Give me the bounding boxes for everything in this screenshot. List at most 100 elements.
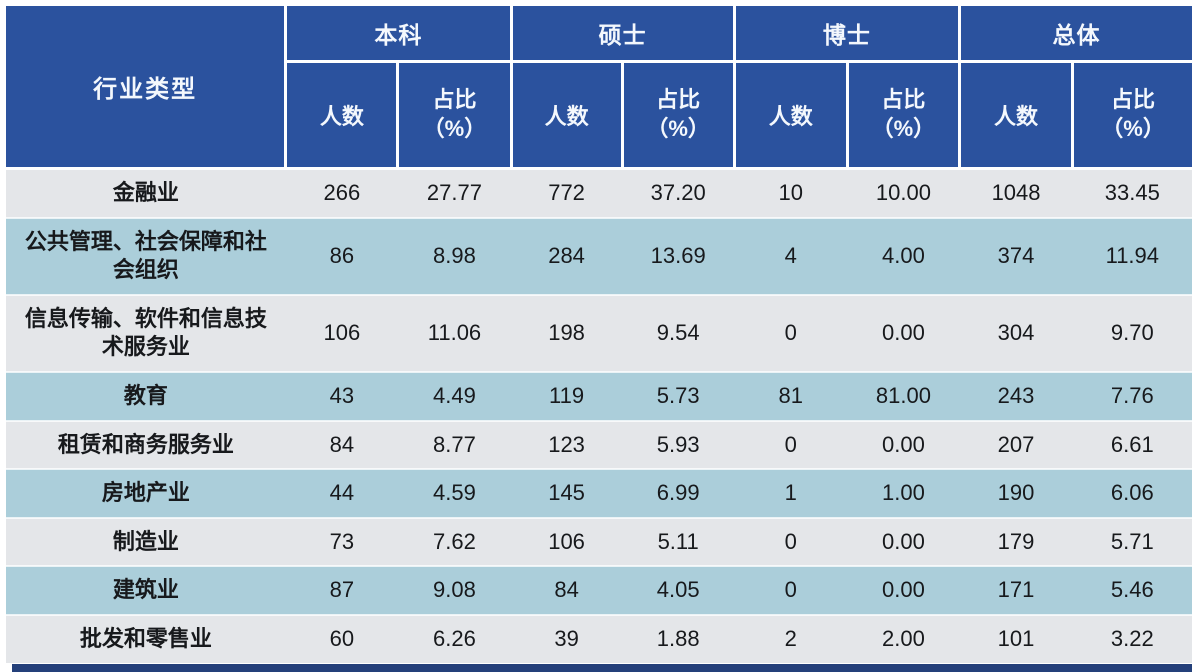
percent-cell: 10.00: [847, 166, 960, 218]
subheader-total-percent: 占比 （%）: [1071, 60, 1192, 170]
percent-cell: 6.06: [1072, 468, 1192, 518]
industry-cell: 公共管理、社会保障和社会组织: [6, 216, 286, 295]
percent-cell: 6.26: [397, 613, 512, 663]
count-cell: 0: [734, 419, 848, 470]
count-cell: 39: [511, 613, 623, 663]
industry-cell: 制造业: [6, 516, 286, 567]
count-cell: 0: [734, 565, 848, 615]
percent-cell: 7.62: [397, 516, 512, 567]
count-cell: 145: [511, 468, 623, 518]
table-row: 公共管理、社会保障和社会组织 86 8.98 284 13.69 4 4.00 374 11.9…: [6, 216, 1192, 295]
count-cell: 44: [285, 468, 398, 518]
count-cell: 284: [511, 216, 623, 295]
percent-cell: 4.49: [397, 370, 512, 421]
percent-cell: 9.08: [397, 565, 512, 615]
count-cell: 1048: [959, 166, 1073, 218]
percent-cell: 3.22: [1072, 613, 1192, 663]
percent-cell: 1.00: [847, 468, 960, 518]
row-header-industry-type: 行业类型: [6, 6, 288, 170]
count-cell: 10: [734, 166, 848, 218]
count-cell: 84: [511, 565, 623, 615]
table-row: 建筑业 87 9.08 84 4.05 0 0.00 171 5.46: [6, 565, 1192, 615]
count-cell: 207: [959, 419, 1073, 470]
percent-cell: 6.99: [622, 468, 735, 518]
percent-cell: 11.06: [397, 293, 512, 372]
count-cell: 106: [285, 293, 398, 372]
percent-cell: 5.11: [622, 516, 735, 567]
count-cell: 86: [285, 216, 398, 295]
percent-cell: 27.77: [397, 166, 512, 218]
count-cell: 243: [959, 370, 1073, 421]
industry-cell: 房地产业: [6, 468, 286, 518]
count-cell: 43: [285, 370, 398, 421]
subheader-doctor-count: 人数: [732, 60, 849, 170]
percent-cell: 81.00: [847, 370, 960, 421]
percent-cell: 2.00: [847, 613, 960, 663]
table-header: 行业类型 本科 硕士 博士 总体 人数 占比 （%） 人数 占比 （%） 人数 …: [6, 6, 1192, 170]
table-row: 制造业 73 7.62 106 5.11 0 0.00 179 5.71: [6, 516, 1192, 567]
percent-cell: 8.77: [397, 419, 512, 470]
count-cell: 190: [959, 468, 1073, 518]
percent-cell: 7.76: [1072, 370, 1192, 421]
percent-cell: 5.46: [1072, 565, 1192, 615]
count-cell: 374: [959, 216, 1073, 295]
table-row: 信息传输、软件和信息技术服务业 106 11.06 198 9.54 0 0.00 304 9.…: [6, 293, 1192, 372]
count-cell: 4: [734, 216, 848, 295]
industry-cell: 批发和零售业: [6, 613, 286, 663]
subheader-doctor-percent: 占比 （%）: [845, 60, 961, 170]
group-header-master: 硕士: [509, 6, 736, 63]
industry-cell: 信息传输、软件和信息技术服务业: [6, 293, 286, 372]
table-body: 金融业 266 27.77 772 37.20 10 10.00 1048 33.45 公共管理、…: [6, 166, 1192, 663]
percent-cell: 1.88: [622, 613, 735, 663]
percent-cell: 5.71: [1072, 516, 1192, 567]
subheader-master-percent: 占比 （%）: [620, 60, 736, 170]
count-cell: 171: [959, 565, 1073, 615]
industry-cell: 教育: [6, 370, 286, 421]
count-cell: 304: [959, 293, 1073, 372]
count-cell: 87: [285, 565, 398, 615]
table-row: 教育 43 4.49 119 5.73 81 81.00 243 7.76: [6, 370, 1192, 421]
subheader-bachelor-count: 人数: [285, 60, 400, 170]
count-cell: 81: [734, 370, 848, 421]
count-cell: 772: [511, 166, 623, 218]
count-cell: 198: [511, 293, 623, 372]
count-cell: 0: [734, 293, 848, 372]
percent-cell: 37.20: [622, 166, 735, 218]
table-row: 批发和零售业 60 6.26 39 1.88 2 2.00 101 3.22: [6, 613, 1192, 663]
table-row: 租赁和商务服务业 84 8.77 123 5.93 0 0.00 207 6.61: [6, 419, 1192, 470]
count-cell: 119: [511, 370, 623, 421]
count-cell: 73: [285, 516, 398, 567]
percent-cell: 6.61: [1072, 419, 1192, 470]
percent-cell: 0.00: [847, 516, 960, 567]
percent-cell: 0.00: [847, 565, 960, 615]
industry-statistics-table: 行业类型 本科 硕士 博士 总体 人数 占比 （%） 人数 占比 （%） 人数 …: [6, 6, 1192, 663]
percent-cell: 4.00: [847, 216, 960, 295]
table-row: 金融业 266 27.77 772 37.20 10 10.00 1048 33.45: [6, 166, 1192, 218]
count-cell: 2: [734, 613, 848, 663]
group-header-bachelor: 本科: [284, 6, 513, 63]
subheader-total-count: 人数: [957, 60, 1075, 170]
percent-cell: 5.73: [622, 370, 735, 421]
count-cell: 60: [285, 613, 398, 663]
count-cell: 101: [959, 613, 1073, 663]
industry-cell: 租赁和商务服务业: [6, 419, 286, 470]
percent-cell: 9.54: [622, 293, 735, 372]
count-cell: 0: [734, 516, 848, 567]
group-header-total: 总体: [957, 6, 1192, 63]
count-cell: 84: [285, 419, 398, 470]
percent-cell: 5.93: [622, 419, 735, 470]
count-cell: 266: [285, 166, 398, 218]
subheader-master-count: 人数: [509, 60, 624, 170]
percent-cell: 13.69: [622, 216, 735, 295]
percent-cell: 11.94: [1072, 216, 1192, 295]
industry-cell: 建筑业: [6, 565, 286, 615]
table-row: 房地产业 44 4.59 145 6.99 1 1.00 190 6.06: [6, 468, 1192, 518]
group-header-doctor: 博士: [732, 6, 961, 63]
percent-cell: 9.70: [1072, 293, 1192, 372]
industry-cell: 金融业: [6, 166, 286, 218]
percent-cell: 8.98: [397, 216, 512, 295]
percent-cell: 4.59: [397, 468, 512, 518]
percent-cell: 4.05: [622, 565, 735, 615]
percent-cell: 0.00: [847, 419, 960, 470]
